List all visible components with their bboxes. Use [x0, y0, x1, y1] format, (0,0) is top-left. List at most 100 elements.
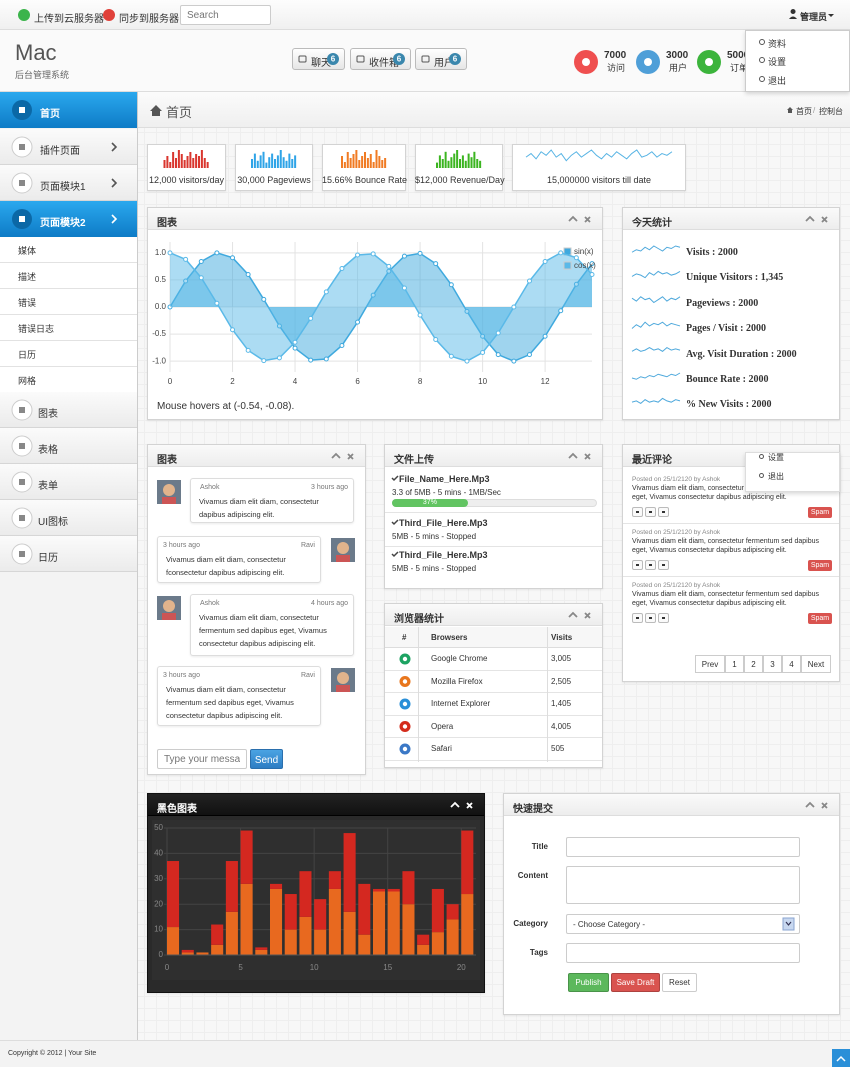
topbar-button[interactable]: 上传到云服务器 — [34, 14, 104, 25]
chat-time: 3 hours ago — [163, 542, 200, 549]
topbar-button[interactable]: 同步到服务器 — [119, 14, 179, 25]
header-button[interactable]: 聊天 — [292, 48, 345, 70]
form-button[interactable]: Publish — [568, 973, 609, 992]
spam-button[interactable]: Spam — [808, 613, 832, 624]
submenu-item[interactable] — [0, 289, 137, 315]
text-input[interactable] — [566, 837, 800, 857]
comment-action[interactable] — [632, 560, 643, 570]
chat-name: Ravi — [300, 672, 315, 679]
comment-action[interactable] — [645, 507, 656, 517]
textarea[interactable] — [566, 866, 800, 904]
header-button[interactable]: 用户 — [415, 48, 467, 70]
stat-label: Pages / Visit : 2000 — [686, 323, 766, 335]
chat-bubble — [190, 594, 354, 656]
submenu-item[interactable] — [0, 263, 137, 289]
spam-button[interactable]: Spam — [808, 560, 832, 571]
breadcrumb[interactable]: 控制台 — [819, 107, 843, 116]
browser-visits: 505 — [551, 744, 565, 753]
column-header: Visits — [551, 633, 573, 642]
widget-header — [385, 445, 602, 467]
comment-action[interactable] — [658, 613, 669, 623]
comment-action[interactable] — [658, 560, 669, 570]
form-button[interactable]: Save Draft — [611, 973, 660, 992]
widget-title: 黑色图表 — [157, 804, 197, 815]
submenu-item[interactable] — [0, 341, 137, 367]
stat-box-label: 15.66% Bounce Rate — [322, 175, 408, 185]
dropdown-icon — [759, 454, 764, 459]
stat-label: Pageviews : 2000 — [686, 297, 759, 309]
chat-text: Vivamus diam elit diam, consectetur fcon… — [166, 555, 286, 577]
comment-text: Vivamus diam elit diam, consectetur ferm… — [632, 591, 820, 607]
pagination-item[interactable]: Prev — [695, 655, 725, 673]
pagination-item[interactable]: 2 — [744, 655, 763, 673]
table-row — [385, 648, 602, 671]
widget-title: 图表 — [157, 455, 177, 466]
submenu-label: 错误日志 — [18, 324, 55, 334]
user-menu-toggle[interactable]: 管理员 — [800, 12, 828, 22]
chat-name: Ravi — [300, 542, 315, 549]
browser-visits: 4,005 — [551, 721, 572, 731]
nav-item[interactable] — [0, 92, 137, 128]
dropdown-icon — [759, 473, 764, 478]
nav-item[interactable] — [0, 392, 137, 428]
chat-input[interactable] — [157, 749, 247, 769]
dropdown-icon — [759, 39, 765, 45]
submenu-item[interactable] — [0, 237, 137, 263]
comment-action[interactable] — [645, 613, 656, 623]
text-input[interactable] — [566, 943, 800, 963]
stat-box-label: $12,000 Revenue/Day — [415, 175, 505, 185]
dropdown-item[interactable]: 退出 — [768, 76, 787, 86]
scroll-top[interactable] — [832, 1049, 850, 1067]
divider — [385, 512, 602, 513]
progress-fill: 37% — [392, 499, 468, 507]
browser-name: Mozilla Firefox — [431, 676, 483, 686]
comment-action[interactable] — [658, 507, 669, 517]
dropdown-item[interactable]: 资料 — [768, 39, 787, 49]
comment-action[interactable] — [632, 507, 643, 517]
widget-header — [148, 794, 484, 816]
nav-item[interactable] — [0, 464, 137, 500]
spam-button[interactable]: Spam — [808, 507, 832, 518]
stat-label: 访问 — [607, 63, 626, 73]
nav-item[interactable] — [0, 428, 137, 464]
dropdown-item[interactable]: 设置 — [768, 57, 787, 67]
widget — [622, 207, 840, 420]
nav-item[interactable] — [0, 536, 137, 572]
table-row — [385, 716, 602, 738]
chat-bubble — [157, 666, 321, 726]
header-button[interactable]: 收件箱 — [350, 48, 411, 70]
pagination-item[interactable]: 4 — [782, 655, 801, 673]
dropdown-item[interactable]: 设置 — [768, 453, 784, 462]
file-name: Third_File_Here.Mp3 — [399, 550, 488, 560]
file-info: 5MB - 5 mins - Stopped — [392, 564, 477, 573]
comment-action[interactable] — [645, 560, 656, 570]
divider — [623, 576, 839, 577]
comment-meta: Posted on 25/1/2120 by Ashok — [632, 476, 721, 483]
widget-header — [148, 445, 365, 467]
search-input[interactable] — [180, 5, 271, 25]
comment-action[interactable] — [632, 613, 643, 623]
stat-box-label: 12,000 visitors/day — [148, 175, 225, 185]
file-name: Third_File_Here.Mp3 — [399, 518, 488, 528]
select[interactable]: - Choose Category - — [566, 914, 800, 934]
column-header: # — [402, 633, 407, 642]
send-button[interactable]: Send — [250, 749, 283, 769]
pagination-item[interactable]: 1 — [725, 655, 744, 673]
chat-name: Ashok — [200, 484, 220, 491]
pagination-item[interactable]: Next — [801, 655, 831, 673]
breadcrumb[interactable]: 首页 — [796, 107, 812, 116]
nav-item[interactable] — [0, 500, 137, 536]
dropdown-icon — [759, 76, 765, 82]
stat-value: 3000 — [666, 50, 689, 61]
form-button[interactable]: Reset — [662, 973, 697, 992]
topbar — [0, 0, 850, 30]
pagination-item[interactable]: 3 — [763, 655, 782, 673]
widget-header — [385, 604, 602, 626]
stat-value: 5000 — [727, 50, 750, 61]
submenu-item[interactable] — [0, 315, 137, 341]
dropdown-item[interactable]: 退出 — [768, 472, 784, 481]
field-label: Tags — [529, 948, 548, 957]
submenu-item[interactable] — [0, 367, 137, 393]
chat-text: Vivamus diam elit diam, consectetur ferm… — [166, 685, 294, 720]
logo-subtitle: 后台管理系统 — [15, 70, 70, 80]
